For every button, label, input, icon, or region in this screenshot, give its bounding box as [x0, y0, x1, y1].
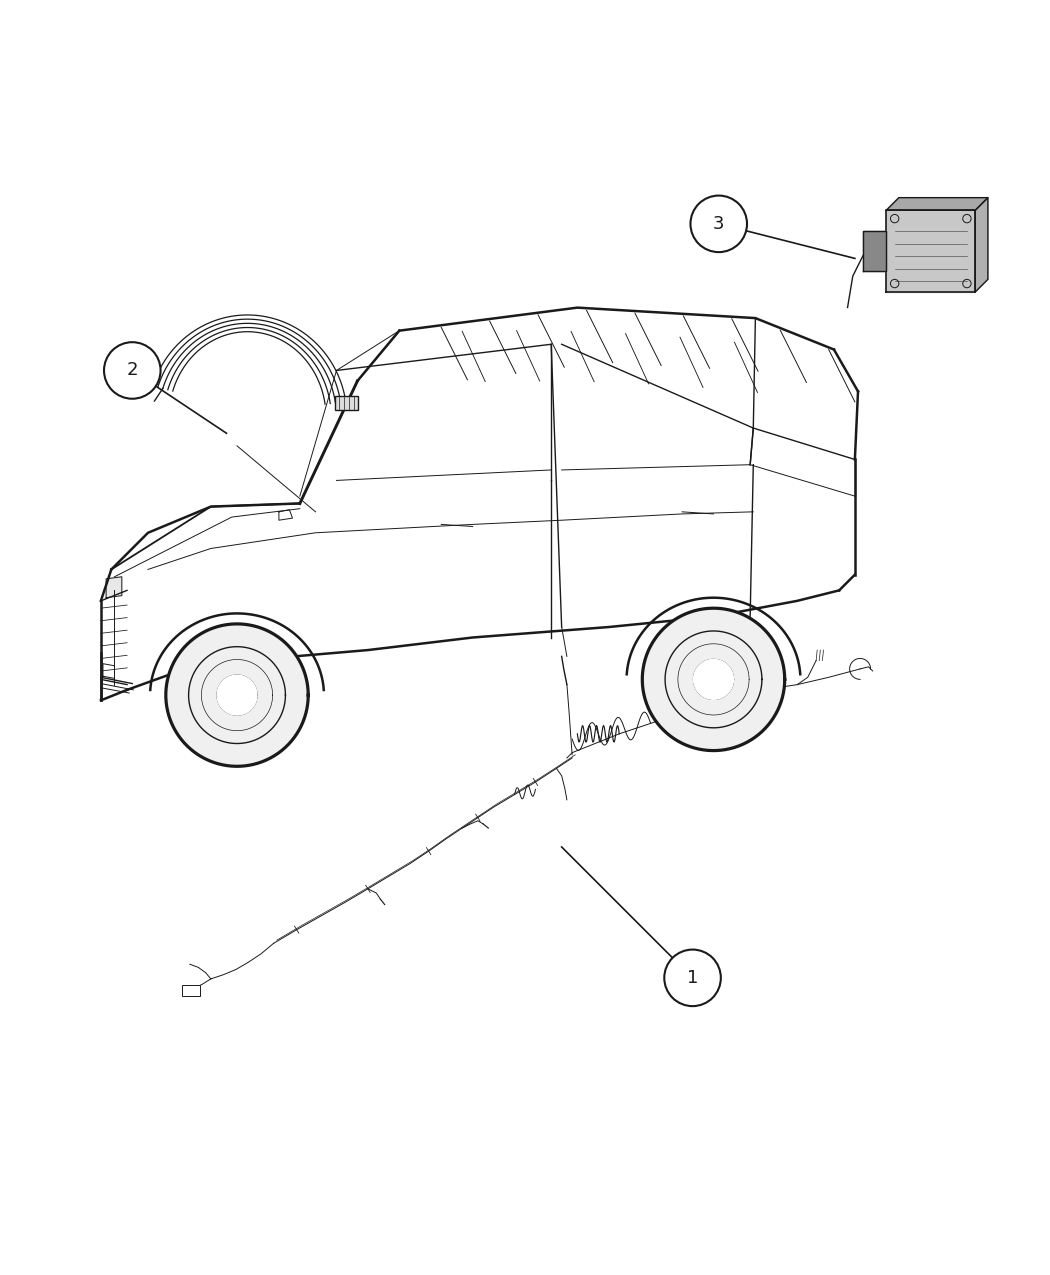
Polygon shape: [886, 210, 975, 292]
Polygon shape: [101, 307, 858, 690]
Polygon shape: [166, 623, 309, 766]
Bar: [335, 395, 358, 411]
Circle shape: [665, 950, 721, 1006]
Polygon shape: [886, 198, 988, 210]
Polygon shape: [863, 231, 886, 272]
Polygon shape: [643, 608, 784, 751]
Circle shape: [104, 342, 161, 399]
Bar: [182, 986, 201, 996]
Text: 2: 2: [127, 361, 138, 380]
Text: 1: 1: [687, 969, 698, 987]
Polygon shape: [694, 659, 734, 699]
Polygon shape: [975, 198, 988, 292]
Circle shape: [691, 195, 747, 252]
Polygon shape: [217, 676, 257, 715]
Polygon shape: [106, 576, 122, 598]
Text: 3: 3: [713, 215, 724, 233]
